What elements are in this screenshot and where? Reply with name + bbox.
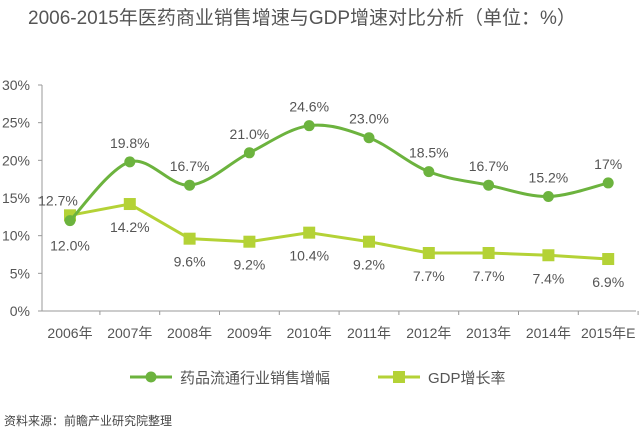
chart-title: 2006-2015年医药商业销售增速与GDP增速对比分析（单位：%） bbox=[28, 7, 576, 29]
y-tick-label: 0% bbox=[10, 303, 30, 319]
series-line bbox=[69, 202, 609, 261]
data-label: 14.2% bbox=[110, 219, 150, 235]
data-point bbox=[602, 177, 614, 189]
data-label: 23.0% bbox=[349, 111, 389, 127]
data-point bbox=[423, 166, 435, 178]
data-label: 21.0% bbox=[230, 126, 270, 142]
data-point bbox=[124, 156, 136, 168]
data-point bbox=[363, 235, 375, 248]
x-tick-label: 2013年 bbox=[466, 325, 511, 341]
data-label: 17% bbox=[594, 156, 622, 172]
series-line bbox=[68, 123, 609, 222]
legend-label: 药品流通行业销售增幅 bbox=[180, 370, 330, 387]
data-label: 9.6% bbox=[174, 254, 206, 270]
data-label: 15.2% bbox=[529, 169, 569, 185]
data-point bbox=[64, 215, 76, 227]
data-label: 7.4% bbox=[532, 270, 564, 286]
legend-label: GDP增长率 bbox=[428, 370, 506, 387]
data-point bbox=[243, 235, 256, 248]
data-label: 24.6% bbox=[289, 99, 329, 115]
data-point bbox=[542, 190, 554, 202]
x-tick-label: 2010年 bbox=[287, 325, 332, 341]
data-label: 16.7% bbox=[469, 158, 509, 174]
data-point bbox=[123, 198, 136, 211]
data-label: 7.7% bbox=[473, 268, 505, 284]
data-point bbox=[303, 120, 315, 132]
data-point bbox=[183, 232, 196, 245]
data-point bbox=[184, 179, 196, 191]
data-label: 19.8% bbox=[110, 135, 150, 151]
x-tick-label: 2011年 bbox=[347, 325, 391, 341]
legend-item: GDP增长率 bbox=[378, 370, 506, 387]
x-tick-label: 2012年 bbox=[406, 325, 451, 341]
legend-marker-square bbox=[393, 371, 405, 383]
data-label: 12.0% bbox=[50, 238, 90, 254]
legend-item: 药品流通行业销售增幅 bbox=[130, 370, 330, 387]
data-point bbox=[542, 249, 555, 262]
data-label: 10.4% bbox=[289, 248, 329, 264]
data-label: 12.7% bbox=[38, 192, 78, 208]
y-tick-label: 15% bbox=[2, 190, 30, 206]
data-label: 18.5% bbox=[409, 145, 449, 161]
data-label: 6.9% bbox=[592, 274, 624, 290]
data-point bbox=[422, 246, 435, 259]
data-point bbox=[482, 246, 495, 259]
y-tick-label: 30% bbox=[2, 77, 30, 93]
y-tick-label: 20% bbox=[2, 152, 30, 168]
data-point bbox=[303, 226, 316, 239]
y-tick-label: 5% bbox=[10, 265, 30, 281]
data-label: 7.7% bbox=[413, 268, 445, 284]
x-tick-label: 2015年E bbox=[581, 325, 635, 341]
x-tick-label: 2006年 bbox=[47, 325, 92, 341]
x-tick-label: 2008年 bbox=[167, 325, 212, 341]
x-tick-label: 2009年 bbox=[227, 325, 272, 341]
data-point bbox=[243, 147, 255, 159]
y-tick-label: 10% bbox=[2, 228, 30, 244]
data-point bbox=[363, 132, 375, 144]
y-tick-label: 25% bbox=[2, 115, 30, 131]
data-label: 9.2% bbox=[233, 257, 265, 273]
series-pharma-sales-growth: 12.0% 19.8% 16.7% 21.0% 24.6% 23.0% 18.5% 16.7%… bbox=[50, 99, 622, 254]
data-label: 16.7% bbox=[170, 158, 210, 174]
series-gdp-growth: 12.7% 14.2% 9.6% 9.2% 10.4% 9.2% 7.7% 7.7% 7.4% 6… bbox=[38, 192, 624, 290]
data-point bbox=[483, 179, 495, 191]
x-tick-label: 2014年 bbox=[526, 325, 571, 341]
data-point bbox=[602, 253, 615, 266]
source-note: 资料来源：前瞻产业研究院整理 bbox=[4, 413, 172, 428]
x-tick-label: 2007年 bbox=[107, 325, 152, 341]
data-label: 9.2% bbox=[353, 257, 385, 273]
legend-marker-circle bbox=[145, 371, 157, 383]
